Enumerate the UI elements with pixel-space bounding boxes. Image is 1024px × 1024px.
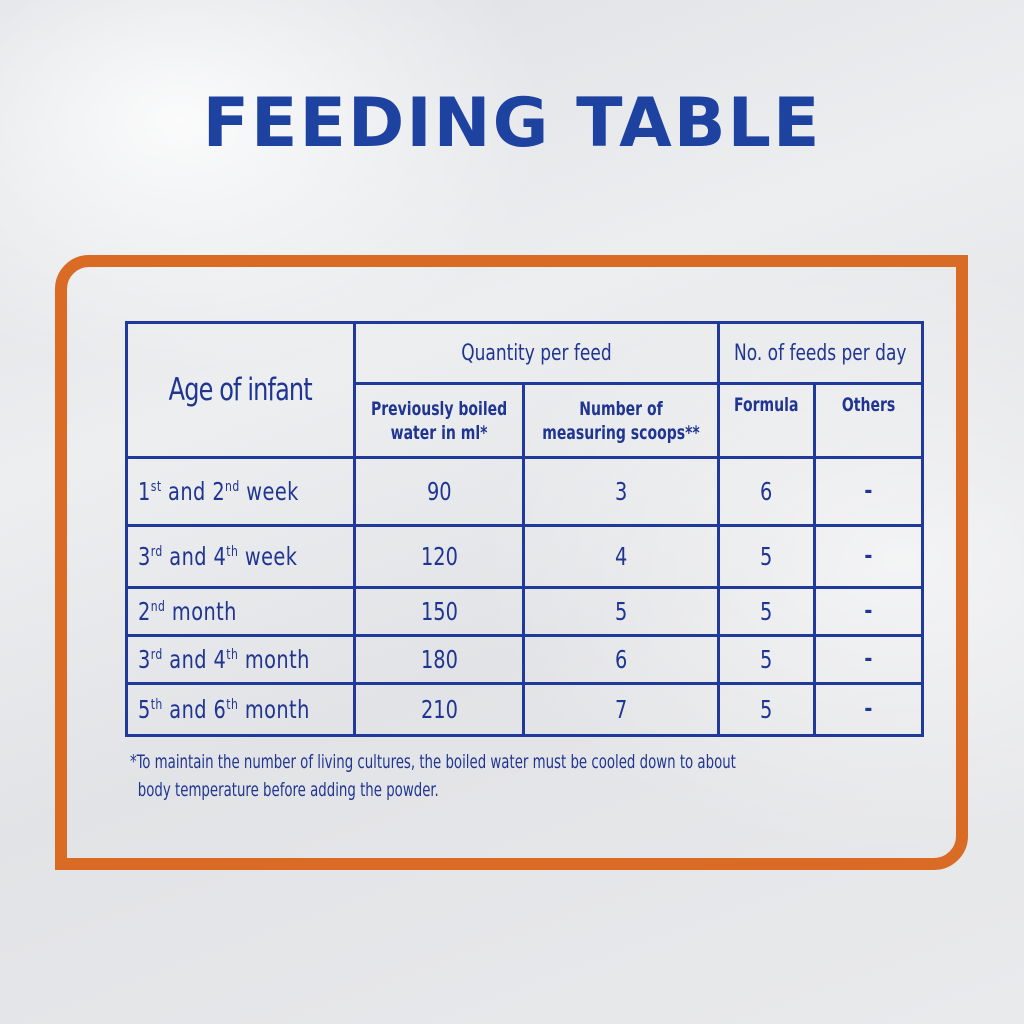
- header-water-line2: water in ml*: [390, 421, 488, 444]
- cell-water-ml: 90: [352, 456, 526, 527]
- header-quantity-label: Quantity per feed: [461, 340, 612, 366]
- cell-others: -: [813, 634, 924, 685]
- table-row: 2nd month 150 5 5 -: [125, 586, 924, 637]
- header-scoops-line1: Number of: [579, 397, 663, 420]
- table-row: 3rd and 4th week 120 4 5 -: [125, 524, 924, 589]
- header-feeds-label: No. of feeds per day: [734, 340, 907, 366]
- footnote-line-2: body temperature before adding the powde…: [137, 779, 439, 801]
- feeding-table: Age of infant Quantity per feed No. of f…: [125, 321, 924, 737]
- header-formula-label: Formula: [734, 394, 799, 416]
- header-scoops-line2: measuring scoops**: [542, 421, 700, 444]
- header-measuring-scoops: Number of measuring scoops**: [522, 382, 721, 459]
- cell-water-ml: 210: [352, 682, 526, 737]
- cell-formula: 5: [717, 682, 817, 737]
- cell-formula: 5: [717, 586, 817, 637]
- header-feeds-per-day: No. of feeds per day: [717, 321, 924, 385]
- cell-others: -: [813, 586, 924, 637]
- cell-others: -: [813, 456, 924, 527]
- footnote: *To maintain the number of living cultur…: [130, 748, 736, 804]
- cell-others: -: [813, 682, 924, 737]
- header-water-line1: Previously boiled: [370, 397, 508, 420]
- cell-formula: 5: [717, 634, 817, 685]
- cell-formula: 5: [717, 524, 817, 589]
- cell-water-ml: 180: [352, 634, 526, 685]
- table-row: 1st and 2nd week 90 3 6 -: [125, 456, 924, 527]
- cell-age: 5th and 6th month: [125, 682, 356, 737]
- table-row: 5th and 6th month 210 7 5 -: [125, 682, 924, 737]
- header-row-1: Age of infant Quantity per feed No. of f…: [125, 321, 924, 459]
- orange-frame: [55, 255, 968, 870]
- header-quantity-per-feed: Quantity per feed: [352, 321, 721, 385]
- cell-others: -: [813, 524, 924, 589]
- cell-scoops: 6: [522, 634, 721, 685]
- cell-scoops: 5: [522, 586, 721, 637]
- page-title: FEEDING TABLE: [202, 84, 822, 163]
- header-others: Others: [813, 382, 924, 459]
- header-water-label: Previously boiled water in ml*: [371, 397, 507, 445]
- header-formula: Formula: [717, 382, 817, 459]
- footnote-line-1: *To maintain the number of living cultur…: [130, 751, 736, 773]
- cell-age: 2nd month: [125, 586, 356, 637]
- header-others-label: Others: [841, 394, 896, 416]
- cell-age: 1st and 2nd week: [125, 456, 356, 527]
- header-age-label: Age of infant: [168, 372, 313, 408]
- header-age-of-infant: Age of infant: [125, 321, 356, 459]
- cell-scoops: 3: [522, 456, 721, 527]
- table-row: 3rd and 4th month 180 6 5 -: [125, 634, 924, 685]
- cell-water-ml: 150: [352, 586, 526, 637]
- cell-scoops: 4: [522, 524, 721, 589]
- header-scoops-label: Number of measuring scoops**: [542, 397, 699, 445]
- cell-formula: 6: [717, 456, 817, 527]
- cell-scoops: 7: [522, 682, 721, 737]
- header-water-ml: Previously boiled water in ml*: [352, 382, 526, 459]
- cell-age: 3rd and 4th week: [125, 524, 356, 589]
- cell-water-ml: 120: [352, 524, 526, 589]
- header-row-2: Previously boiled water in ml* Number of…: [127, 382, 924, 459]
- cell-age: 3rd and 4th month: [125, 634, 356, 685]
